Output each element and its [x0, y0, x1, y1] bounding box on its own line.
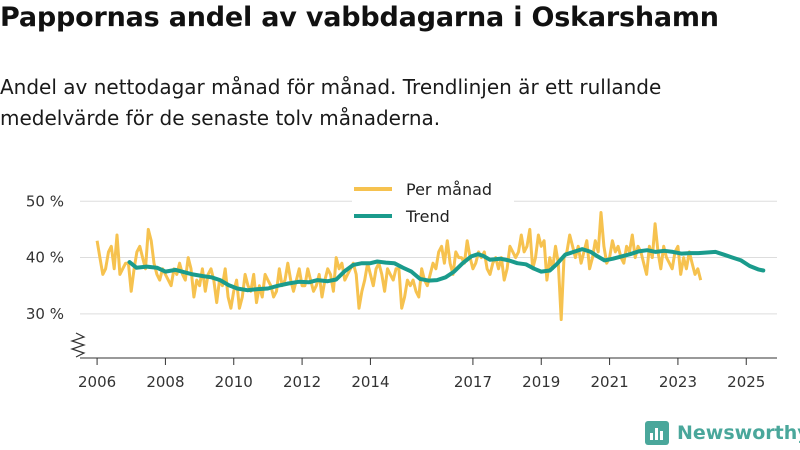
x-tick-label: 2006 — [78, 373, 116, 391]
x-tick-label: 2012 — [283, 373, 321, 391]
legend-label-trend: Trend — [405, 207, 450, 226]
series-line-trend — [127, 247, 766, 293]
axis-break-marker — [70, 332, 86, 358]
page-title: Pappornas andel av vabbdagarna i Oskarsh… — [0, 2, 719, 33]
y-axis-ticks: 30 % 40 % 50 % — [26, 192, 64, 323]
x-tick-label: 2017 — [454, 373, 492, 391]
bar-chart-icon — [645, 421, 669, 445]
x-tick-label: 2014 — [351, 373, 389, 391]
y-tick-label: 40 % — [26, 249, 64, 267]
x-tick-label: 2008 — [146, 373, 184, 391]
x-tick-label: 2021 — [590, 373, 628, 391]
brand-logo: Newsworthy — [645, 420, 800, 446]
y-tick-label: 50 % — [26, 192, 64, 210]
line-chart: 30 % 40 % 50 % 2006 2008 2010 2012 2014 2017 201… — [26, 178, 777, 391]
x-tick-label: 2025 — [727, 373, 765, 391]
series-lines — [95, 211, 766, 321]
legend: Per månad Trend — [352, 178, 514, 230]
y-tick-label: 30 % — [26, 305, 64, 323]
brand-name: Newsworthy — [677, 422, 800, 444]
legend-background — [352, 178, 514, 230]
x-axis: 2006 2008 2010 2012 2014 2017 2019 2021 2023 2025 — [70, 332, 777, 391]
chart-subtitle: Andel av nettodagar månad för månad. Tre… — [0, 75, 662, 130]
series-line-per-manad — [95, 211, 703, 321]
x-tick-label: 2023 — [659, 373, 697, 391]
legend-label-monthly: Per månad — [406, 180, 492, 199]
x-tick-label: 2019 — [522, 373, 560, 391]
x-tick-label: 2010 — [215, 373, 253, 391]
